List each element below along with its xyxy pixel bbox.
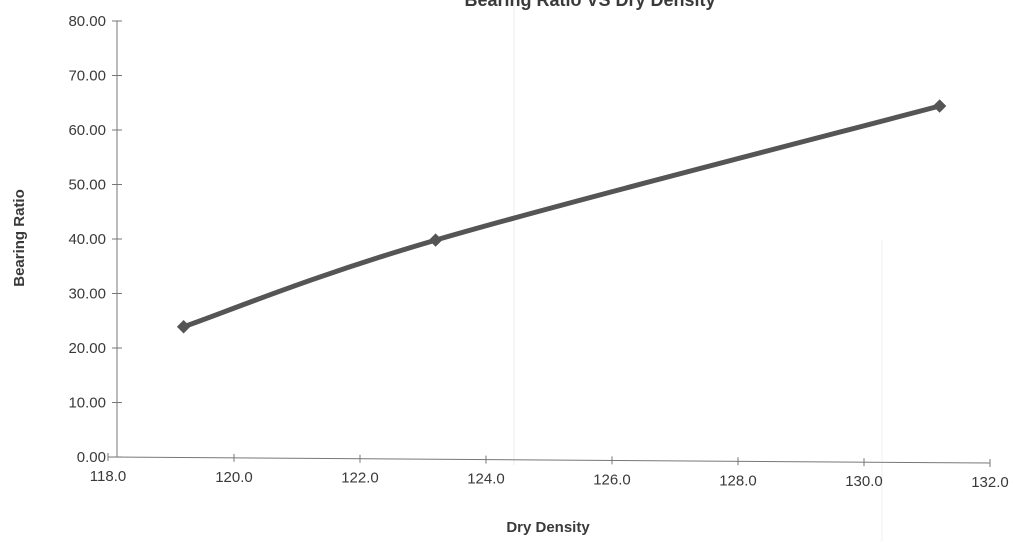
x-axis-line <box>107 456 991 464</box>
x-tick-label: 120.0 <box>215 469 253 486</box>
y-tick-label: 20.00 <box>68 340 106 357</box>
y-tick-label: 70.00 <box>68 68 106 85</box>
y-tick-label: 30.00 <box>68 286 106 303</box>
x-axis-title: Dry Density <box>506 519 590 536</box>
y-tick-label: 60.00 <box>68 122 106 139</box>
y-tick-label: 0.00 <box>77 449 106 466</box>
x-tick-label: 130.0 <box>845 473 883 490</box>
y-axis-title: Bearing Ratio <box>11 189 28 287</box>
y-tick-label: 10.00 <box>68 395 106 412</box>
x-tick-label: 128.0 <box>719 472 757 489</box>
x-tick-label: 124.0 <box>467 471 505 488</box>
chart-title: Bearing Ratio VS Dry Density <box>464 0 715 10</box>
axes: 0.00 10.00 20.00 30.00 40.00 50.00 60.00 70.00 8… <box>68 0 1009 542</box>
data-point-marker <box>932 99 947 113</box>
y-tick-label: 40.00 <box>68 231 106 248</box>
series-layer <box>176 99 947 334</box>
x-tick-label: 126.0 <box>593 471 631 488</box>
y-tick-label: 80.00 <box>68 13 106 30</box>
x-tick-label: 132.0 <box>971 474 1009 491</box>
data-point-marker <box>176 320 191 334</box>
x-tick-label: 122.0 <box>341 470 379 487</box>
y-tick-label: 50.00 <box>68 177 106 194</box>
x-tick-label: 118.0 <box>90 468 126 485</box>
series-line <box>181 103 943 330</box>
data-point-marker <box>428 233 443 247</box>
